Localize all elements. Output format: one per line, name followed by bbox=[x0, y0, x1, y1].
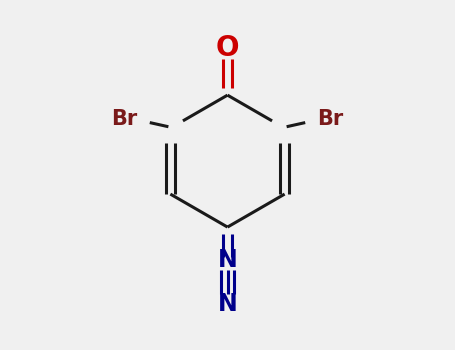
Text: Br: Br bbox=[111, 110, 137, 130]
Text: Br: Br bbox=[318, 110, 344, 130]
Text: O: O bbox=[216, 34, 239, 62]
Text: N: N bbox=[217, 248, 238, 272]
Text: N: N bbox=[217, 292, 238, 316]
